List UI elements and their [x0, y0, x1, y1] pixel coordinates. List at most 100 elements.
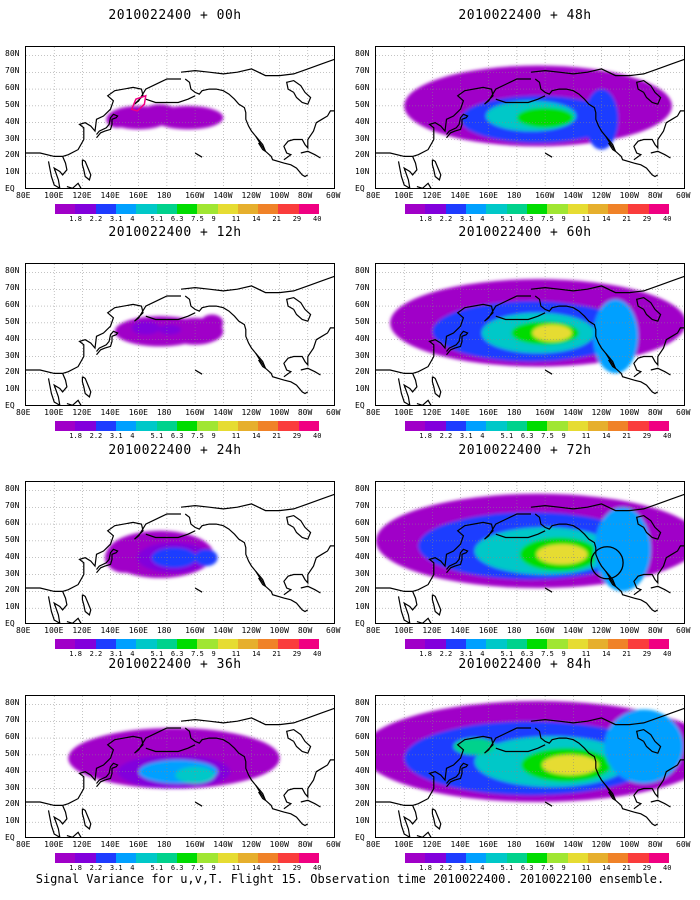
lon-tick-label: 100W	[269, 840, 289, 849]
lon-tick-label: 120E	[422, 408, 442, 417]
coastline	[633, 545, 684, 596]
lon-tick-label: 100E	[394, 191, 414, 200]
coastline	[431, 594, 442, 616]
map-panel: 2010022400 + 24h 80N 70N 60N 50N 40N 30N 20N 10N…	[5, 443, 345, 658]
colorbar-swatch	[136, 853, 157, 863]
lat-tick-label: 10N	[355, 384, 370, 394]
coastline	[635, 79, 662, 105]
colorbar-swatch	[278, 639, 299, 649]
colorbar-swatch	[445, 853, 466, 863]
coastline	[376, 295, 531, 375]
colorbar-label: 21	[272, 432, 281, 440]
map-canvas	[376, 482, 684, 623]
coastline	[495, 530, 546, 539]
lon-tick-label: 100E	[394, 626, 414, 635]
lon-tick-label: 100W	[269, 408, 289, 417]
colorbar-swatch	[237, 421, 259, 431]
colorbar-label: 4	[480, 650, 485, 658]
variance-map	[375, 46, 685, 189]
map-panel: 2010022400 + 72h 80N 70N 60N 50N 40N 30N 20N 10N…	[355, 443, 695, 658]
colorbar-swatch	[425, 204, 446, 214]
colorbar-swatch	[95, 853, 116, 863]
colorbar-swatch	[55, 639, 76, 649]
lon-tick-label: 140E	[450, 840, 470, 849]
lon-tick-label: 160E	[478, 840, 498, 849]
coastline	[534, 78, 659, 178]
colorbar-swatch	[567, 204, 588, 214]
lon-tick-label: 160W	[185, 840, 205, 849]
lat-tick-label: 20N	[355, 367, 370, 377]
lat-tick-label: 60N	[5, 518, 20, 528]
coastline	[605, 784, 616, 801]
lon-tick-label: 180	[156, 840, 172, 849]
lon-tick-label: 60W	[326, 626, 341, 635]
colorbar-label: 9	[561, 215, 566, 223]
lat-tick-label: 70N	[5, 715, 20, 725]
colorbar-label: 1.8	[69, 432, 82, 440]
colorbar-swatch	[608, 853, 629, 863]
colorbar-swatch	[567, 421, 588, 431]
coastline	[180, 707, 334, 726]
map-canvas	[376, 264, 684, 405]
lon-tick-label: 60W	[326, 191, 341, 200]
lat-tick-label: 60N	[355, 83, 370, 93]
coastline	[26, 727, 181, 807]
coastline	[416, 617, 432, 623]
lon-tick-label: 100W	[619, 191, 639, 200]
coastline	[66, 617, 82, 623]
colorbar-swatch	[648, 421, 670, 431]
lat-tick-label: 80N	[5, 698, 20, 708]
coastline	[397, 373, 418, 405]
lat-tick-label: 10N	[355, 167, 370, 177]
colorbar-label: 7.5	[541, 215, 554, 223]
panel-title: 2010022400 + 12h	[108, 225, 242, 240]
colorbar-swatch	[567, 853, 588, 863]
colorbar-label: 11	[581, 864, 591, 872]
colorbar-swatch	[237, 204, 259, 214]
coastline	[283, 327, 334, 378]
variance-map	[25, 46, 335, 189]
lon-tick-label: 180	[506, 626, 522, 635]
lon-tick-label: 100W	[269, 191, 289, 200]
colorbar-swatch	[298, 204, 320, 214]
colorbar-swatch	[547, 639, 568, 649]
lon-tick-label: 140E	[100, 626, 120, 635]
lon-tick-label: 120W	[591, 840, 611, 849]
lon-tick-label: 180	[156, 408, 172, 417]
lon-tick-label: 120W	[241, 408, 261, 417]
lon-tick-label: 120W	[241, 626, 261, 635]
lat-tick-label: 30N	[355, 568, 370, 578]
lon-tick-label: 140W	[213, 191, 233, 200]
lon-tick-label: 80E	[16, 408, 31, 417]
colorbar-label: 9	[561, 650, 566, 658]
coastline	[530, 707, 684, 726]
colorbar-label: 29	[642, 864, 652, 872]
variance-map	[375, 695, 685, 838]
lon-tick-label: 60W	[326, 840, 341, 849]
coastline	[96, 330, 119, 356]
colorbar-label: 6.3	[170, 650, 184, 658]
colorbar-label: 1.8	[69, 864, 82, 872]
colorbar-swatch	[526, 853, 548, 863]
colorbar-label: 11	[581, 650, 591, 658]
map-panel: 2010022400 + 00h 80N 70N 60N 50N 40N 30N 20N 10N…	[5, 8, 345, 223]
colorbar-label: 9	[561, 432, 566, 440]
lat-tick-label: 30N	[355, 133, 370, 143]
colorbar-swatch	[55, 853, 76, 863]
lat-tick-label: EQ	[5, 619, 15, 628]
lon-tick-label: 140W	[213, 408, 233, 417]
coastline	[26, 78, 181, 158]
colorbar-swatch	[298, 853, 320, 863]
coastline	[633, 759, 684, 810]
colorbar-label: 40	[663, 215, 672, 223]
colorbar-label: 9	[561, 864, 566, 872]
coastline	[650, 150, 671, 159]
colorbar-label: 29	[642, 432, 652, 440]
colorbar-swatch	[258, 853, 279, 863]
lat-tick-label: 20N	[5, 799, 20, 809]
variance-contour	[594, 507, 651, 592]
coastline	[96, 548, 119, 574]
coastline	[534, 295, 659, 395]
colorbar-label: 7.5	[191, 215, 204, 223]
lon-tick-label: 160W	[185, 408, 205, 417]
